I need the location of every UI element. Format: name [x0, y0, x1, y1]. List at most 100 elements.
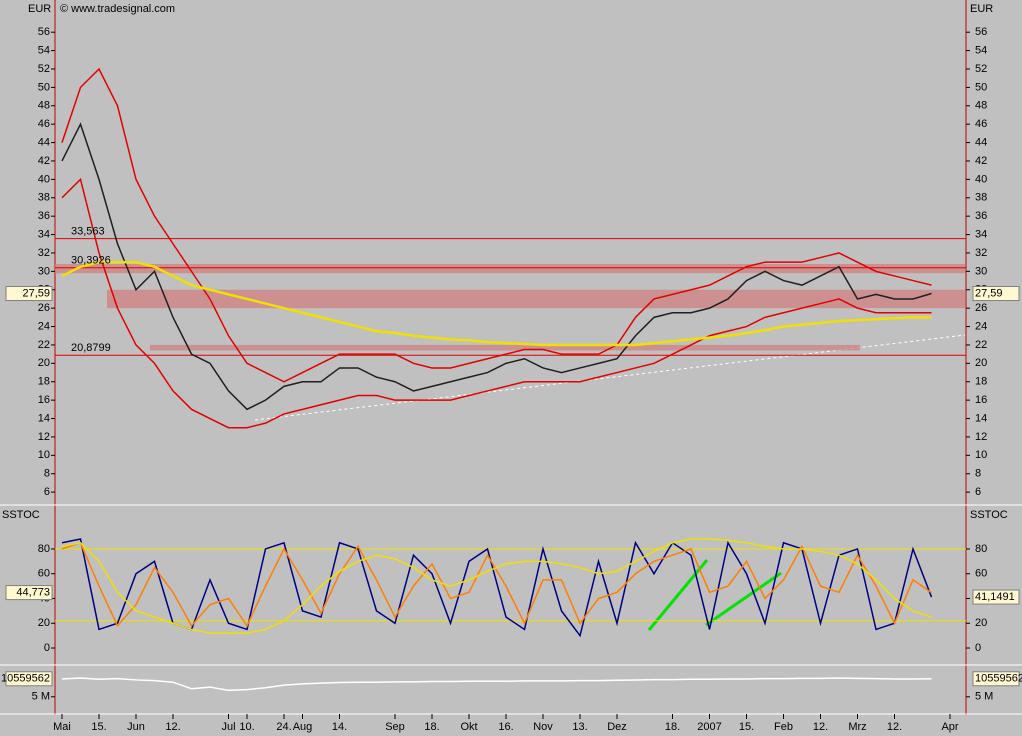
y-tick-label: 14: [975, 412, 987, 424]
x-tick-label: Jun: [127, 721, 145, 733]
y-tick-label: 34: [38, 228, 50, 240]
zone: [107, 289, 965, 309]
x-tick-label: 24.: [276, 721, 291, 733]
series-line: [61, 67, 932, 383]
y-tick-label: 38: [975, 192, 987, 204]
last-value-label: 41,1491: [975, 591, 1015, 603]
series-line: [61, 122, 932, 411]
x-tick-label: Aug: [293, 721, 313, 733]
y-tick-label: 22: [38, 339, 50, 351]
y-tick-label: 30: [975, 265, 987, 277]
y-tick-label: 18: [975, 376, 987, 388]
y-tick-label: 26: [38, 302, 50, 314]
last-value-label: 44,773: [16, 586, 50, 598]
level-label: 20,8799: [71, 342, 111, 354]
series-line: [61, 177, 932, 429]
level-label: 33,563: [71, 225, 105, 237]
y-tick-label: 48: [975, 100, 987, 112]
y-tick-label: 26: [975, 302, 987, 314]
zone: [55, 263, 965, 274]
axis-unit: EUR: [970, 3, 993, 15]
last-value-label: 27,59: [22, 287, 50, 299]
y-tick-label: 6: [44, 486, 50, 498]
y-tick-label: 38: [38, 192, 50, 204]
last-value-box: [972, 589, 1020, 605]
y-tick-label: 40: [975, 173, 987, 185]
y-tick-label: 34: [975, 228, 987, 240]
y-tick-label: 46: [975, 118, 987, 130]
panel-title: SSTOC: [2, 509, 40, 521]
axis-unit: EUR: [28, 3, 51, 15]
x-tick-label: Jul: [221, 721, 235, 733]
y-tick-label: 36: [38, 210, 50, 222]
x-tick-label: Okt: [460, 721, 477, 733]
x-tick-label: 13.: [572, 721, 587, 733]
plot-area: [55, 538, 966, 638]
y-tick-label: 5 M: [975, 691, 993, 703]
y-tick-label: 20: [975, 617, 987, 629]
x-tick-label: 2007: [697, 721, 721, 733]
x-tick-label: 12.: [165, 721, 180, 733]
y-tick-label: 80: [975, 543, 987, 555]
y-tick-label: 16: [975, 394, 987, 406]
y-tick-label: 32: [975, 247, 987, 259]
y-tick-label: 46: [38, 118, 50, 130]
series-line: [61, 677, 932, 692]
panel-title: SSTOC: [970, 509, 1008, 521]
zone: [150, 344, 860, 351]
y-tick-label: 36: [975, 210, 987, 222]
x-tick-label: 18.: [424, 721, 439, 733]
y-tick-label: 54: [38, 44, 50, 56]
last-value-label: 10559562: [1, 673, 50, 685]
divergence-line: [647, 559, 709, 631]
x-tick-label: 10.: [239, 721, 254, 733]
credit: © www.tradesignal.com: [60, 3, 175, 15]
y-tick-label: 54: [975, 44, 987, 56]
series-line: [61, 538, 933, 638]
series-line: [61, 541, 932, 628]
y-tick-label: 10: [975, 449, 987, 461]
x-tick-label: 14.: [332, 721, 347, 733]
y-tick-label: 48: [38, 100, 50, 112]
level-label: 30,3926: [71, 255, 111, 267]
y-tick-label: 22: [975, 339, 987, 351]
y-tick-label: 20: [38, 617, 50, 629]
x-tick-label: 18.: [665, 721, 680, 733]
last-value-box: [972, 671, 1020, 687]
y-tick-label: 12: [38, 431, 50, 443]
y-tick-label: 0: [975, 642, 981, 654]
x-tick-label: Sep: [385, 721, 405, 733]
y-tick-label: 44: [975, 136, 987, 148]
x-tick-label: Feb: [774, 721, 793, 733]
y-tick-label: 0: [44, 642, 50, 654]
y-tick-label: 20: [38, 357, 50, 369]
y-tick-label: 24: [975, 320, 987, 332]
last-value-box: [5, 585, 53, 601]
x-tick-label: 12.: [813, 721, 828, 733]
y-tick-label: 24: [38, 320, 50, 332]
y-tick-label: 32: [38, 247, 50, 259]
y-tick-label: 42: [38, 155, 50, 167]
y-tick-label: 14: [38, 412, 50, 424]
last-value-box: [972, 286, 1020, 302]
x-tick-label: Mrz: [848, 721, 866, 733]
y-tick-label: 30: [38, 265, 50, 277]
series-line: [61, 260, 932, 347]
y-tick-label: 60: [38, 568, 50, 580]
y-tick-label: 12: [975, 431, 987, 443]
y-tick-label: 8: [44, 468, 50, 480]
divergence-line: [705, 571, 782, 627]
x-tick-label: Mai: [53, 721, 71, 733]
y-tick-label: 52: [975, 63, 987, 75]
x-tick-label: 16.: [498, 721, 513, 733]
y-tick-label: 80: [38, 543, 50, 555]
x-tick-label: Apr: [941, 721, 958, 733]
y-tick-label: 10: [38, 449, 50, 461]
x-tick-label: 12.: [887, 721, 902, 733]
y-tick-label: 56: [38, 26, 50, 38]
y-tick-label: 6: [975, 486, 981, 498]
y-tick-label: 5 M: [32, 691, 50, 703]
y-tick-label: 18: [38, 376, 50, 388]
y-tick-label: 42: [975, 155, 987, 167]
